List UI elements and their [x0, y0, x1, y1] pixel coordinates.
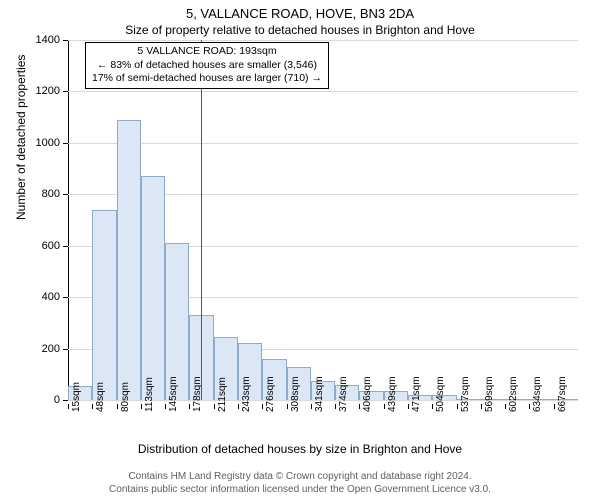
xtick-mark — [432, 404, 433, 409]
footer-line-2: Contains public sector information licen… — [0, 484, 600, 497]
ytick-label: 800 — [42, 188, 60, 200]
histogram-bar — [92, 210, 116, 400]
xtick-mark — [529, 404, 530, 409]
chart-container: 5, VALLANCE ROAD, HOVE, BN3 2DA Size of … — [0, 0, 600, 500]
xtick-mark — [165, 404, 166, 409]
info-line-smaller: ← 83% of detached houses are smaller (3,… — [92, 59, 322, 73]
xtick-mark — [68, 404, 69, 409]
reference-line — [201, 40, 202, 400]
xtick-mark — [238, 404, 239, 409]
xtick-mark — [481, 404, 482, 409]
xtick-label: 634sqm — [532, 376, 543, 412]
y-axis-line — [68, 40, 69, 400]
xtick-mark — [189, 404, 190, 409]
xtick-label: 374sqm — [338, 376, 349, 412]
info-callout-box: 5 VALLANCE ROAD: 193sqm ← 83% of detache… — [85, 42, 329, 89]
ytick-mark — [63, 143, 68, 144]
xtick-label: 471sqm — [411, 376, 422, 412]
xtick-mark — [408, 404, 409, 409]
xtick-label: 48sqm — [95, 382, 106, 412]
page-subtitle: Size of property relative to detached ho… — [0, 21, 600, 37]
ytick-mark — [63, 349, 68, 350]
xtick-label: 439sqm — [387, 376, 398, 412]
ytick-mark — [63, 40, 68, 41]
xtick-mark — [335, 404, 336, 409]
ytick-label: 1000 — [36, 137, 60, 149]
page-title: 5, VALLANCE ROAD, HOVE, BN3 2DA — [0, 0, 600, 21]
histogram-bar — [141, 176, 165, 400]
ytick-mark — [63, 246, 68, 247]
xtick-label: 211sqm — [217, 377, 228, 412]
info-line-size: 5 VALLANCE ROAD: 193sqm — [92, 45, 322, 59]
xtick-mark — [287, 404, 288, 409]
xtick-mark — [384, 404, 385, 409]
xtick-label: 341sqm — [314, 376, 325, 412]
ytick-mark — [63, 91, 68, 92]
plot-inner: 020040060080010001200140015sqm48sqm80sqm… — [68, 40, 578, 400]
ytick-label: 400 — [42, 291, 60, 303]
xtick-label: 276sqm — [265, 376, 276, 412]
plot-area: 020040060080010001200140015sqm48sqm80sqm… — [68, 40, 578, 400]
xtick-mark — [214, 404, 215, 409]
xtick-label: 406sqm — [362, 376, 373, 412]
xtick-mark — [262, 404, 263, 409]
xtick-label: 308sqm — [290, 376, 301, 412]
xtick-label: 602sqm — [508, 376, 519, 412]
ytick-mark — [63, 400, 68, 401]
xtick-label: 504sqm — [435, 376, 446, 412]
xtick-label: 537sqm — [460, 376, 471, 412]
ytick-label: 1200 — [36, 85, 60, 97]
xtick-mark — [554, 404, 555, 409]
ytick-label: 200 — [42, 343, 60, 355]
ytick-label: 1400 — [36, 34, 60, 46]
xtick-label: 243sqm — [241, 376, 252, 412]
xtick-label: 80sqm — [120, 382, 131, 412]
xtick-label: 113sqm — [144, 377, 155, 412]
xtick-label: 667sqm — [557, 376, 568, 412]
xtick-mark — [92, 404, 93, 409]
ytick-label: 0 — [54, 394, 60, 406]
footer-line-1: Contains HM Land Registry data © Crown c… — [0, 471, 600, 484]
xtick-label: 145sqm — [168, 376, 179, 412]
y-axis-label: Number of detached properties — [14, 55, 28, 220]
ytick-label: 600 — [42, 240, 60, 252]
xtick-label: 569sqm — [484, 376, 495, 412]
gridline-h — [68, 40, 578, 41]
gridline-h — [68, 91, 578, 92]
x-axis-label: Distribution of detached houses by size … — [0, 442, 600, 456]
ytick-mark — [63, 297, 68, 298]
gridline-h — [68, 143, 578, 144]
xtick-label: 15sqm — [71, 382, 82, 412]
xtick-mark — [457, 404, 458, 409]
ytick-mark — [63, 194, 68, 195]
xtick-mark — [311, 404, 312, 409]
info-line-larger: 17% of semi-detached houses are larger (… — [92, 72, 322, 86]
footer-attribution: Contains HM Land Registry data © Crown c… — [0, 471, 600, 496]
xtick-mark — [117, 404, 118, 409]
xtick-mark — [141, 404, 142, 409]
xtick-mark — [359, 404, 360, 409]
xtick-mark — [505, 404, 506, 409]
histogram-bar — [117, 120, 141, 400]
